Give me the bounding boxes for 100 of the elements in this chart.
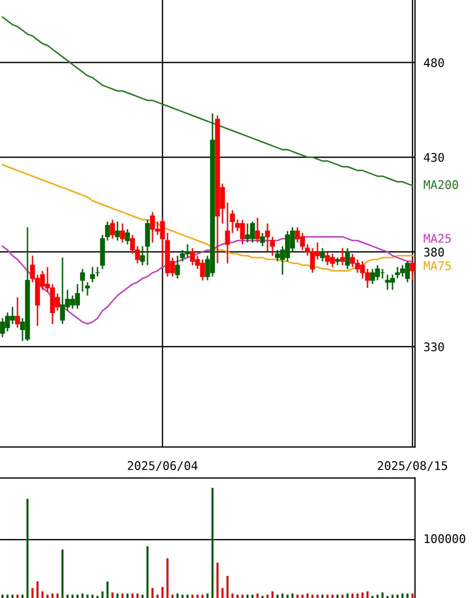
bar — [102, 591, 104, 598]
bar — [62, 550, 64, 598]
bar — [312, 594, 314, 598]
candlestick — [115, 220, 120, 242]
candlestick — [15, 296, 20, 328]
bar — [76, 594, 78, 598]
bar — [406, 594, 408, 598]
candlestick — [175, 255, 180, 280]
candlestick — [125, 228, 130, 246]
bar — [156, 594, 158, 598]
candlestick — [410, 258, 415, 282]
bar — [286, 594, 288, 598]
candlestick — [340, 247, 345, 266]
candlestick — [255, 217, 260, 244]
bar — [172, 594, 174, 598]
bar — [186, 594, 188, 598]
bar — [376, 594, 378, 598]
candlestick — [145, 219, 150, 266]
y-tick-label: 480 — [424, 58, 444, 68]
bar — [396, 594, 398, 598]
bar — [56, 594, 58, 598]
series-label: MA200 — [424, 180, 458, 190]
bar — [336, 594, 338, 598]
series-label: MA75 — [424, 261, 451, 270]
text: 100000 — [424, 534, 466, 544]
bar — [356, 594, 358, 598]
bar — [382, 592, 384, 598]
candlestick — [105, 220, 110, 242]
bar — [362, 592, 364, 598]
candlestick — [270, 236, 275, 256]
bar — [322, 594, 324, 598]
bar — [252, 594, 254, 598]
bar — [166, 558, 168, 598]
bar — [116, 594, 118, 598]
bar — [192, 594, 194, 598]
bar — [212, 488, 214, 598]
bar — [46, 594, 48, 598]
bar — [112, 592, 114, 598]
bar — [326, 594, 328, 598]
line-series — [2, 16, 414, 186]
bar — [146, 546, 148, 598]
bar — [216, 562, 218, 598]
candlestick — [80, 268, 85, 292]
bar — [256, 594, 258, 598]
bar — [246, 594, 248, 598]
bar — [272, 591, 274, 598]
bar — [152, 588, 154, 598]
candlestick — [260, 232, 265, 247]
bar — [302, 594, 304, 598]
y-tick-label: 380 — [424, 248, 444, 257]
bar — [402, 594, 404, 598]
bar — [12, 594, 14, 598]
candlestick — [265, 222, 270, 253]
bar — [22, 594, 24, 598]
bar — [182, 594, 184, 598]
bar — [282, 594, 284, 598]
bar — [222, 588, 224, 598]
x-tick-label: 2025/08/15 — [378, 461, 448, 472]
y-tick-label: 430 — [424, 152, 444, 162]
bar — [206, 594, 208, 598]
bar — [26, 498, 28, 598]
bar — [392, 594, 394, 598]
candlestick — [85, 282, 90, 296]
bar — [342, 594, 344, 598]
bar — [242, 594, 244, 598]
bar — [352, 594, 354, 598]
candlestick — [225, 202, 230, 264]
bar — [122, 594, 124, 598]
candlestick — [320, 247, 325, 262]
bar — [176, 594, 178, 598]
bar — [292, 594, 294, 598]
bar — [52, 594, 54, 598]
bar — [82, 594, 84, 598]
bar — [196, 594, 198, 598]
bar — [296, 594, 298, 598]
bar — [32, 588, 34, 598]
bar — [232, 594, 234, 598]
bar — [16, 594, 18, 598]
candlestick — [345, 247, 350, 270]
bar — [136, 594, 138, 598]
bar — [366, 591, 368, 598]
bar — [332, 594, 334, 598]
bar — [106, 581, 108, 598]
bar — [66, 594, 68, 598]
bar — [316, 594, 318, 598]
bar — [132, 594, 134, 598]
bar — [2, 594, 4, 598]
candlestick — [110, 219, 115, 240]
bar — [226, 576, 228, 598]
x-tick-label: 2025/06/04 — [128, 461, 198, 472]
candlestick — [90, 266, 95, 283]
bar — [162, 586, 164, 598]
bar — [346, 594, 348, 598]
bar — [126, 594, 128, 598]
bar — [306, 594, 308, 598]
bar — [42, 591, 44, 598]
line-series — [2, 164, 414, 272]
bar — [236, 594, 238, 598]
bar — [412, 594, 414, 598]
candlestick — [230, 210, 235, 234]
